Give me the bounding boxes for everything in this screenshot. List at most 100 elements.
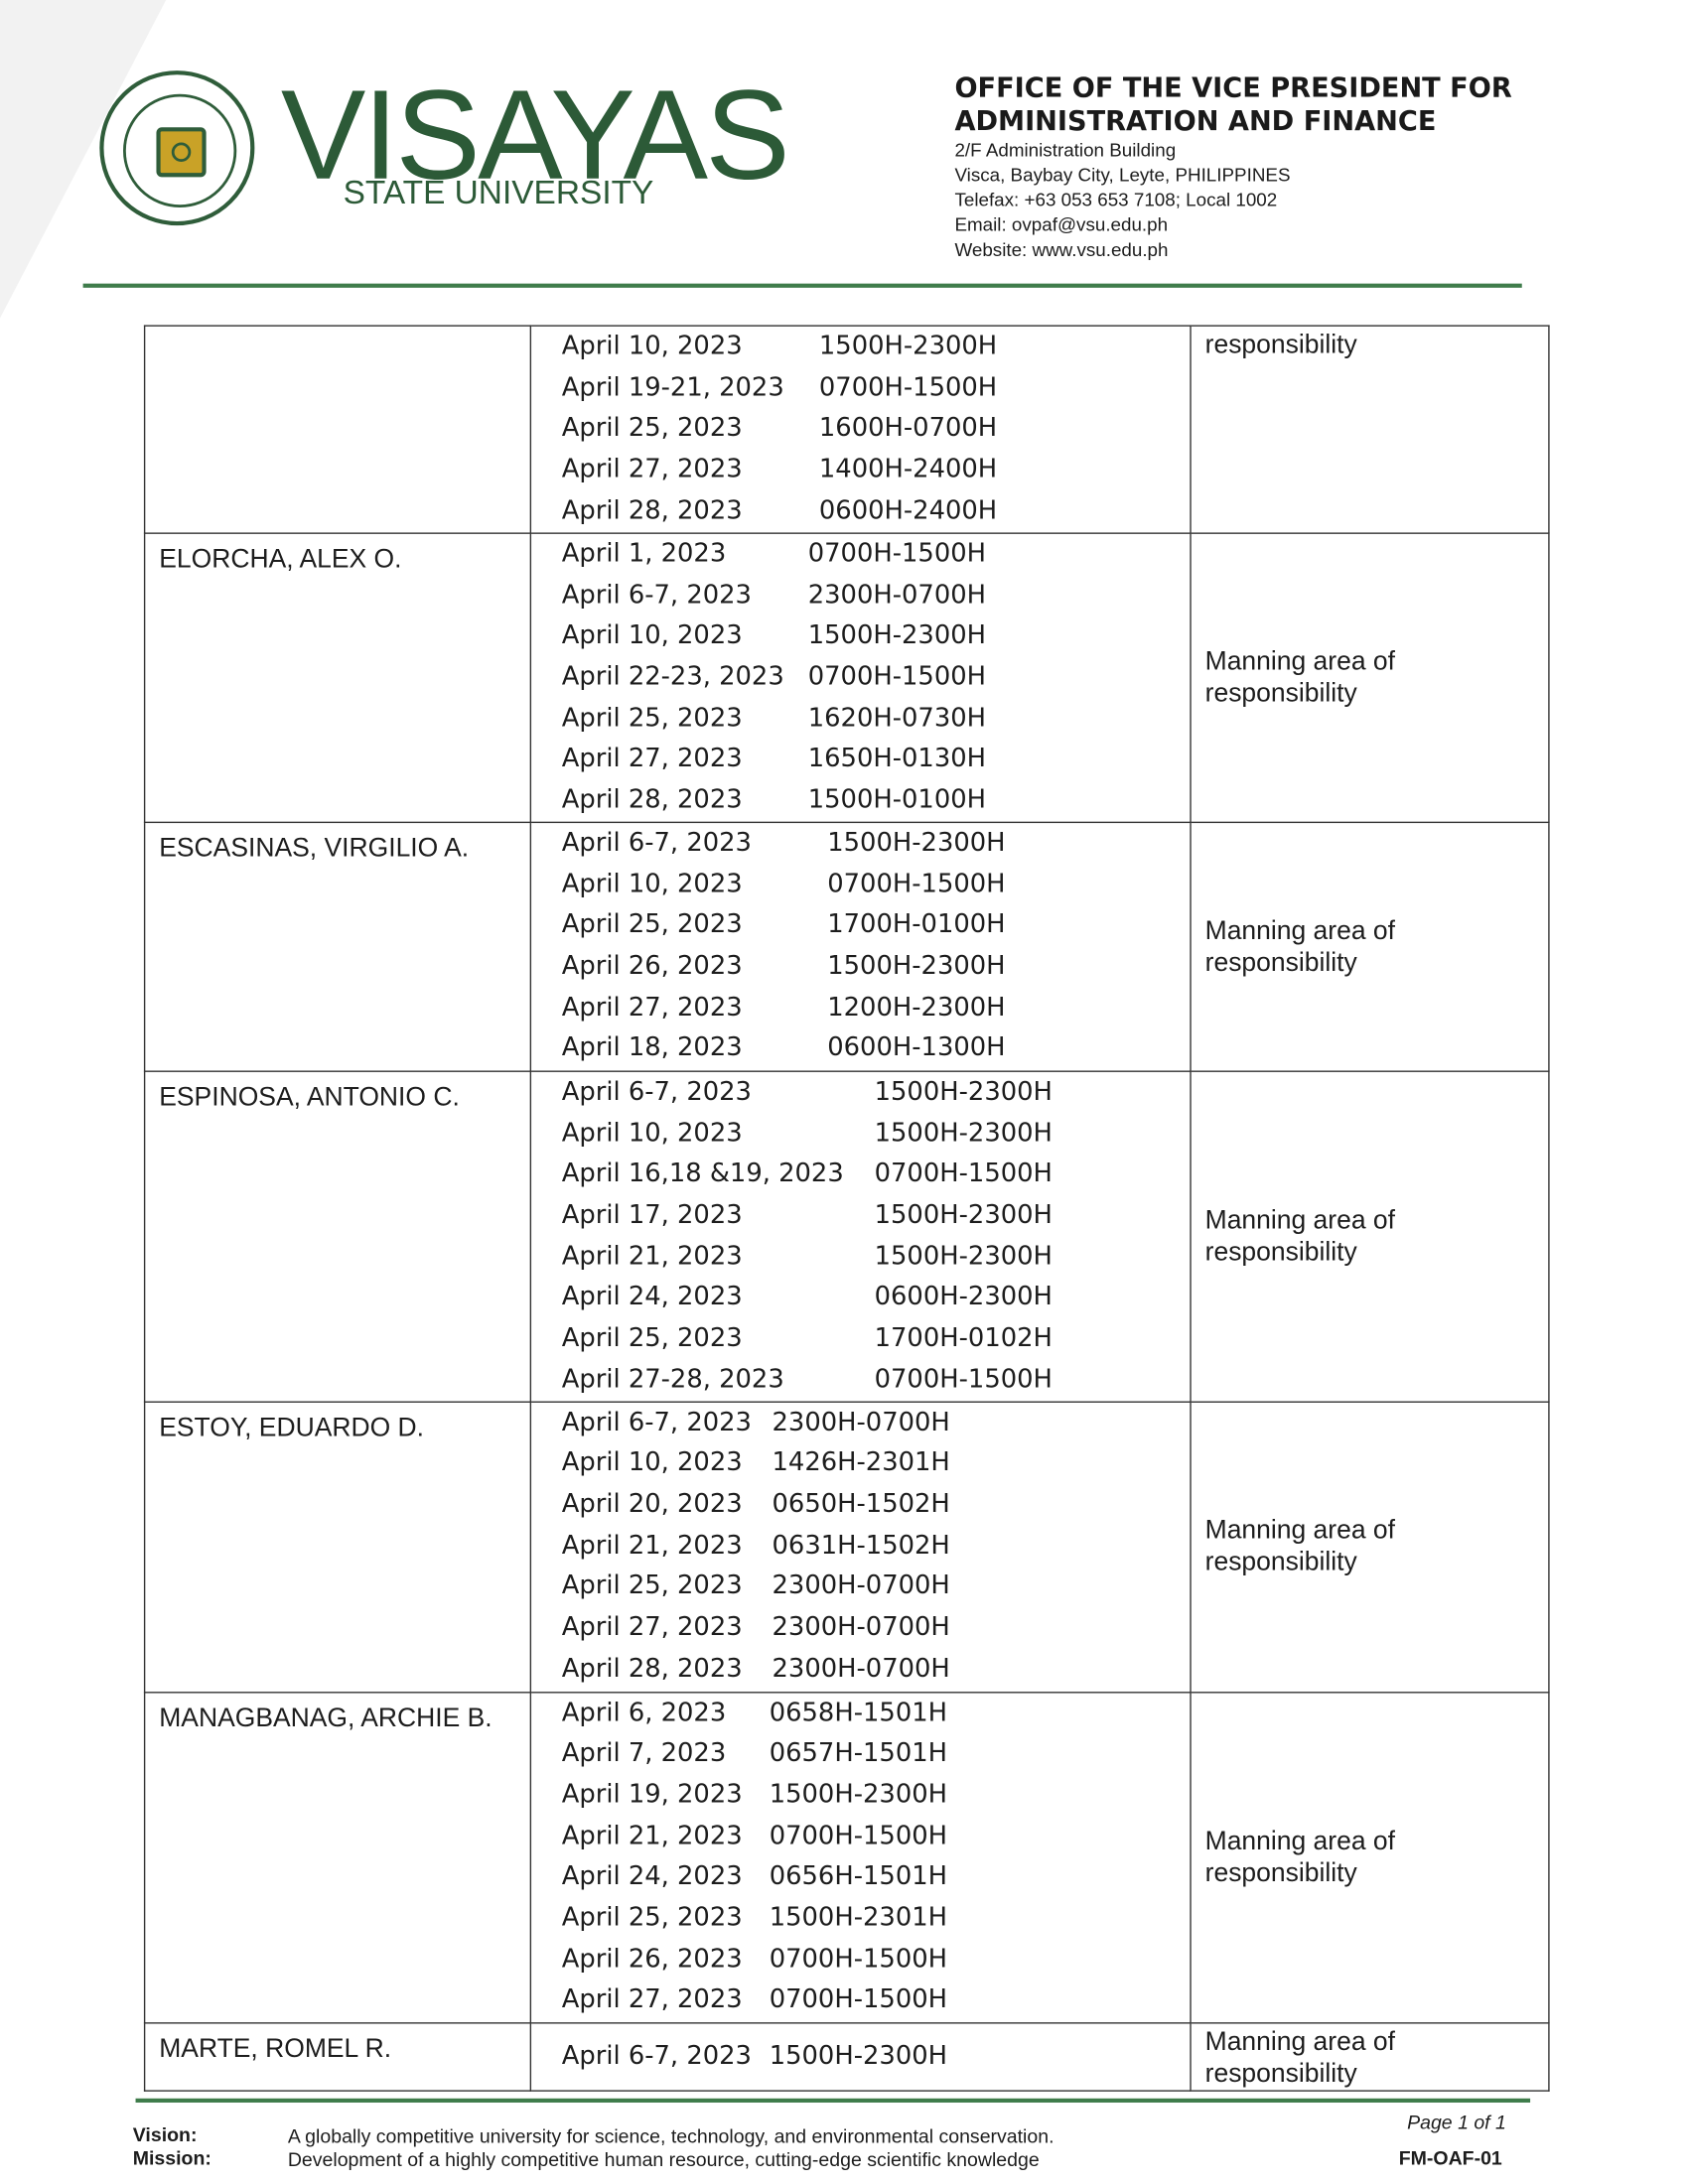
schedule-time: 2300H-0700H (772, 1407, 950, 1437)
schedule-time: 1500H-2300H (874, 1118, 1053, 1149)
schedule-date: April 25, 2023 (561, 414, 743, 444)
footer-divider (135, 2098, 1531, 2103)
schedule-date: April 27, 2023 (561, 1612, 743, 1642)
schedule-time: 1700H-0100H (827, 910, 1006, 940)
schedule-date: April 20, 2023 (561, 1489, 743, 1519)
schedule-entry: April 6-7, 2023 2300H-0700H (531, 575, 1190, 615)
schedule-time: 0700H-1500H (874, 1365, 1053, 1395)
remarks-cell: responsibility (1190, 325, 1550, 534)
schedule-time: 0700H-1500H (769, 1984, 948, 2015)
schedule-entry: April 26, 2023 1500H-2300H (531, 946, 1190, 987)
schedule-entry: April 27, 2023 1200H-2300H (531, 988, 1190, 1028)
schedule-date: April 27, 2023 (561, 1984, 743, 2015)
employee-name: ELORCHA, ALEX O. (143, 532, 532, 824)
schedule-entry: April 10, 2023 1500H-2300H (531, 616, 1190, 657)
schedule-date: April 1, 2023 (561, 539, 727, 569)
schedule-date: April 27, 2023 (561, 993, 743, 1023)
schedule-date: April 10, 2023 (561, 332, 743, 361)
schedule-time: 1500H-2301H (769, 1903, 948, 1933)
schedule-date: April 27, 2023 (561, 455, 743, 484)
schedule-entry: April 28, 2023 2300H-0700H (531, 1648, 1190, 1689)
schedule-date: April 19-21, 2023 (561, 372, 784, 403)
schedule-date: April 6-7, 2023 (561, 580, 752, 611)
schedule-time: 1650H-0130H (807, 745, 987, 774)
address-line2: Visca, Baybay City, Leyte, PHILIPPINES (954, 164, 1291, 186)
schedule-entry: April 24, 2023 0600H-2300H (531, 1278, 1190, 1318)
schedule-entry: April 28, 2023 0600H-2400H (531, 490, 1190, 531)
office-contact: 2/F Administration Building Visca, Bayba… (954, 138, 1290, 262)
schedule-date: April 7, 2023 (561, 1738, 727, 1769)
schedule-date: April 28, 2023 (561, 1653, 743, 1684)
schedule-cell: April 6-7, 2023 2300H-0700H April 10, 2023… (529, 1400, 1192, 1693)
vision-label: Vision: (132, 2122, 198, 2146)
schedule-date: April 19, 2023 (561, 1780, 743, 1810)
table-row: ELORCHA, ALEX O. April 1, 2023 0700H-1500H… (143, 532, 1550, 824)
employee-name: MARTE, ROMEL R. (143, 2021, 532, 2092)
schedule-date: April 10, 2023 (561, 1448, 743, 1478)
website: Website: www.vsu.edu.ph (954, 239, 1169, 260)
schedule-entry: April 21, 2023 0631H-1502H (531, 1525, 1190, 1566)
schedule-date: April 21, 2023 (561, 1821, 743, 1850)
schedule-time: 1200H-2300H (827, 993, 1006, 1023)
table-row: ESCASINAS, VIRGILIO A. April 6-7, 2023 150… (143, 821, 1550, 1072)
employee-name (143, 325, 532, 534)
schedule-entry: April 25, 2023 1700H-0100H (531, 905, 1190, 946)
schedule-time: 0650H-1502H (772, 1489, 950, 1519)
schedule-entry: April 10, 2023 1500H-2300H (531, 327, 1190, 367)
schedule-time: 1620H-0730H (807, 703, 987, 734)
mission-label: Mission: (132, 2146, 211, 2169)
schedule-cell: April 6, 2023 0658H-1501H April 7, 2023 065… (529, 1691, 1192, 2023)
schedule-time: 1500H-2300H (874, 1200, 1053, 1230)
schedule-date: April 26, 2023 (561, 951, 743, 982)
remarks-cell: Manning area of responsibility (1190, 532, 1550, 824)
schedule-entry: April 17, 2023 1500H-2300H (531, 1195, 1190, 1236)
schedule-entry: April 27, 2023 1400H-2400H (531, 450, 1190, 490)
schedule-entry: April 10, 2023 0700H-1500H (531, 864, 1190, 904)
schedule-entry: April 16,18 &19, 2023 0700H-1500H (531, 1155, 1190, 1195)
schedule-date: April 28, 2023 (561, 785, 743, 815)
schedule-entry: April 21, 2023 0700H-1500H (531, 1816, 1190, 1856)
schedule-cell: April 6-7, 2023 1500H-2300H April 10, 2023… (529, 821, 1192, 1072)
schedule-time: 0700H-1500H (807, 539, 987, 569)
header-divider (82, 283, 1522, 288)
schedule-entry: April 10, 2023 1426H-2301H (531, 1443, 1190, 1484)
remarks-cell: Manning area of responsibility (1190, 2021, 1550, 2092)
schedule-time: 1500H-0100H (807, 785, 987, 815)
seal-emblem (156, 127, 207, 178)
schedule-entry: April 20, 2023 0650H-1502H (531, 1484, 1190, 1525)
schedule-entry: April 28, 2023 1500H-0100H (531, 780, 1190, 821)
page-number: Page 1 of 1 (1407, 2111, 1506, 2133)
schedule-date: April 6, 2023 (561, 1698, 727, 1727)
schedule-entry: April 25, 2023 2300H-0700H (531, 1567, 1190, 1607)
schedule-entry: April 27, 2023 1650H-0130H (531, 740, 1190, 780)
schedule-time: 2300H-0700H (772, 1571, 950, 1601)
schedule-time: 0700H-1500H (874, 1160, 1053, 1189)
brand-wordmark: VISAYAS (280, 65, 790, 206)
schedule-entry: April 1, 2023 0700H-1500H (531, 534, 1190, 575)
schedule-date: April 28, 2023 (561, 495, 743, 526)
office-title: OFFICE OF THE VICE PRESIDENT FOR ADMINIS… (954, 71, 1511, 138)
table-row: ESPINOSA, ANTONIO C. April 6-7, 2023 1500H… (143, 1070, 1550, 1403)
schedule-time: 0700H-1500H (769, 1944, 948, 1974)
schedule-time: 0656H-1501H (769, 1861, 948, 1892)
schedule-time: 1500H-2300H (818, 332, 998, 361)
schedule-date: April 24, 2023 (561, 1283, 743, 1312)
schedule-date: April 6-7, 2023 (561, 828, 752, 858)
telefax: Telefax: +63 053 653 7108; Local 1002 (954, 189, 1278, 210)
schedule-time: 1700H-0102H (874, 1323, 1053, 1353)
office-title-line2: ADMINISTRATION AND FINANCE (954, 104, 1437, 137)
schedule-cell: April 6-7, 2023 1500H-2300H April 10, 2023… (529, 1070, 1192, 1403)
schedule-time: 0600H-2300H (874, 1283, 1053, 1312)
schedule-date: April 26, 2023 (561, 1944, 743, 1974)
schedule-date: April 25, 2023 (561, 703, 743, 734)
schedule-time: 1500H-2300H (807, 621, 987, 651)
remarks-cell: Manning area of responsibility (1190, 1400, 1550, 1693)
schedule-entry: April 21, 2023 1500H-2300H (531, 1236, 1190, 1277)
form-code: FM-OAF-01 (1398, 2146, 1502, 2169)
duty-schedule-table: April 10, 2023 1500H-2300H April 19-21, 20… (143, 325, 1550, 2092)
schedule-date: April 17, 2023 (561, 1200, 743, 1230)
schedule-time: 0700H-1500H (827, 870, 1006, 899)
schedule-cell: April 6-7, 2023 1500H-2300H (529, 2021, 1192, 2092)
schedule-entry: April 24, 2023 0656H-1501H (531, 1856, 1190, 1897)
